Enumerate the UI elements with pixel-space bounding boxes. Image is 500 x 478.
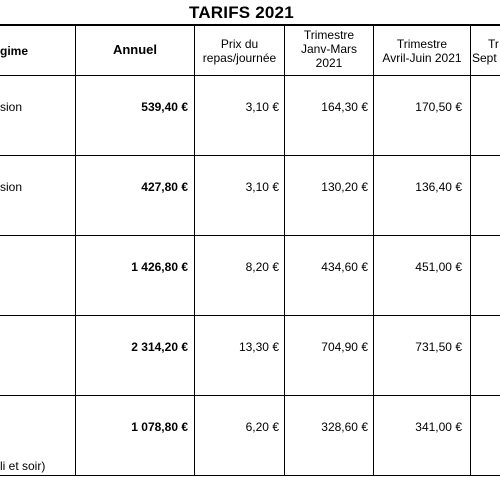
header-annuel: Annuel [112, 42, 158, 57]
column-divider [470, 24, 471, 476]
header-trimestre-1: Trimestre Janv-Mars 2021 [285, 28, 373, 70]
header-prix-line1: Prix du [220, 37, 259, 51]
row-4-annuel: 2 314,20 € [131, 340, 188, 354]
row-divider [0, 75, 500, 76]
row-1-t2: 170,50 € [415, 100, 462, 114]
row-2-regime: sion [0, 180, 23, 194]
row-2-t1: 130,20 € [321, 180, 368, 194]
header-regime: gime [0, 44, 29, 58]
row-divider [0, 155, 500, 156]
row-4-prix: 13,30 € [238, 340, 279, 354]
row-3-annuel: 1 426,80 € [131, 260, 188, 274]
row-1-t1: 164,30 € [321, 100, 368, 114]
column-divider [373, 24, 374, 476]
row-4-t1: 704,90 € [321, 340, 368, 354]
row-5-regime: li et soir) [0, 459, 46, 473]
row-1-annuel: 539,40 € [141, 100, 188, 114]
table-title: TARIFS 2021 [189, 3, 294, 22]
row-2-prix: 3,10 € [245, 180, 279, 194]
row-1-regime: sion [0, 100, 23, 114]
header-prix: Prix du repas/journée [195, 37, 284, 65]
row-divider [0, 235, 500, 236]
row-divider [0, 395, 500, 396]
row-5-annuel: 1 078,80 € [131, 420, 188, 434]
row-3-t1: 434,60 € [321, 260, 368, 274]
header-t3-line1: Tr [488, 37, 499, 51]
table-top-border [0, 24, 500, 26]
header-t1-line1: Trimestre [303, 28, 355, 42]
row-4-t2: 731,50 € [415, 340, 462, 354]
header-trimestre-2: Trimestre Avril-Juin 2021 [374, 37, 470, 65]
header-t1-line2: Janv-Mars [300, 42, 357, 56]
header-prix-line2: repas/journée [202, 51, 277, 65]
column-divider [75, 24, 76, 476]
row-5-t1: 328,60 € [321, 420, 368, 434]
row-3-t2: 451,00 € [415, 260, 462, 274]
row-5-prix: 6,20 € [245, 420, 279, 434]
header-t1-line3: 2021 [315, 56, 343, 70]
row-3-prix: 8,20 € [245, 260, 279, 274]
table-bottom-border [0, 475, 500, 476]
row-1-prix: 3,10 € [245, 100, 279, 114]
row-divider [0, 315, 500, 316]
row-5-t2: 341,00 € [415, 420, 462, 434]
column-divider [194, 24, 195, 476]
header-t2-line1: Trimestre [396, 37, 448, 51]
header-t2-line2: Avril-Juin 2021 [382, 51, 462, 65]
header-trimestre-3: Tr Sept [472, 37, 500, 65]
column-divider [284, 24, 285, 476]
row-2-t2: 136,40 € [415, 180, 462, 194]
row-2-annuel: 427,80 € [141, 180, 188, 194]
header-t3-line2: Sept [472, 51, 497, 65]
